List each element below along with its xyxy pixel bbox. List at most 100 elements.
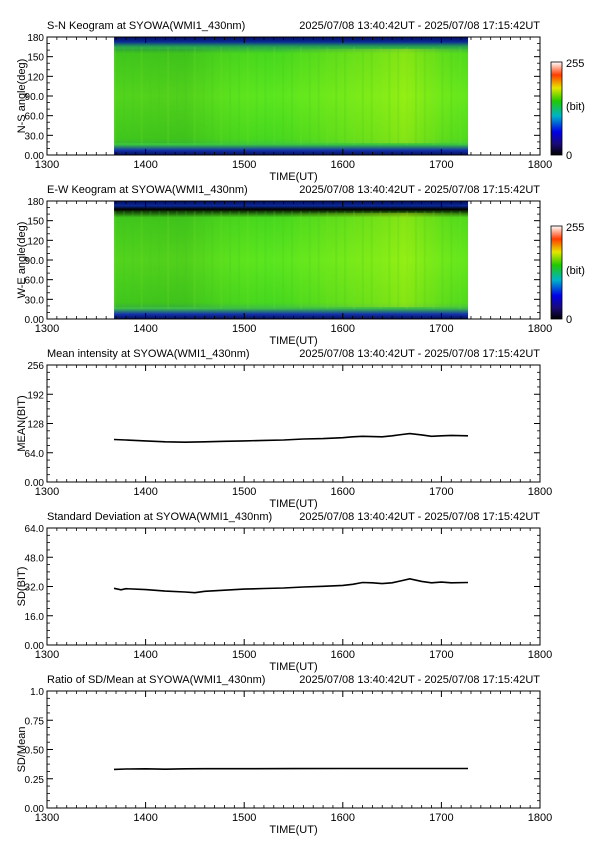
keogram-stripe bbox=[246, 47, 249, 145]
keogram-stripe bbox=[459, 211, 462, 309]
keogram-stripe bbox=[352, 211, 355, 309]
y-tick-label: 180 bbox=[27, 33, 44, 44]
plot-frame bbox=[46, 364, 541, 483]
y-axis-label: MEAN(BIT) bbox=[16, 395, 28, 451]
keogram-stripe bbox=[114, 47, 117, 145]
keogram-stripe bbox=[220, 47, 223, 145]
keogram-stripe bbox=[450, 211, 453, 309]
keogram-stripe bbox=[441, 211, 444, 309]
keogram-stripe bbox=[158, 211, 161, 309]
chart-subtitle: 2025/07/08 13:40:42UT - 2025/07/08 17:15… bbox=[299, 511, 540, 523]
y-tick-label: 0.75 bbox=[25, 716, 45, 727]
keogram-brightness-band bbox=[114, 48, 469, 144]
colorbar-max-label: 255 bbox=[566, 222, 584, 234]
keogram-stripe bbox=[264, 47, 267, 145]
keogram-stripe bbox=[370, 211, 373, 309]
keogram-stripe bbox=[229, 211, 232, 309]
x-tick-label: 1500 bbox=[232, 323, 256, 335]
x-tick-label: 1600 bbox=[331, 486, 355, 498]
y-tick-label: 150 bbox=[27, 217, 44, 228]
series-line bbox=[113, 767, 468, 771]
x-tick-label: 1500 bbox=[232, 812, 256, 824]
x-tick-label: 1800 bbox=[528, 649, 552, 661]
keogram-stripe bbox=[114, 211, 117, 309]
y-tick-label: 90.0 bbox=[25, 92, 45, 103]
keogram-stripe bbox=[414, 211, 417, 309]
keogram-stripe bbox=[406, 47, 409, 145]
keogram-stripe bbox=[432, 47, 435, 145]
chart-subtitle: 2025/07/08 13:40:42UT - 2025/07/08 17:15… bbox=[299, 184, 540, 196]
keogram-stripe bbox=[202, 47, 205, 145]
keogram-stripe bbox=[335, 47, 338, 145]
keogram-stripe bbox=[450, 47, 453, 145]
y-tick-label: 48.0 bbox=[25, 553, 45, 564]
keogram-stripe bbox=[273, 47, 276, 145]
keogram-stripe bbox=[175, 211, 178, 309]
keogram-stripe bbox=[317, 47, 320, 145]
chart-title: Standard Deviation at SYOWA(WMI1_430nm) bbox=[47, 511, 272, 523]
chart-title: E-W Keogram at SYOWA(WMI1_430nm) bbox=[47, 184, 248, 196]
chart-title: Ratio of SD/Mean at SYOWA(WMI1_430nm) bbox=[47, 674, 265, 686]
plot-frame bbox=[46, 527, 541, 646]
chart-title: Mean intensity at SYOWA(WMI1_430nm) bbox=[47, 348, 250, 360]
keogram-stripe bbox=[397, 211, 400, 309]
x-tick-label: 1600 bbox=[331, 323, 355, 335]
keogram-brightness-band bbox=[114, 212, 469, 308]
y-tick-label: 0.00 bbox=[25, 315, 45, 326]
keogram-stripe bbox=[202, 211, 205, 309]
colorbar bbox=[550, 225, 563, 320]
x-tick-label: 1700 bbox=[429, 323, 453, 335]
keogram-stripe bbox=[388, 47, 391, 145]
keogram-stripe bbox=[140, 211, 143, 309]
keogram-stripe bbox=[167, 211, 170, 309]
keogram-stripe bbox=[459, 47, 462, 145]
keogram-stripe bbox=[432, 211, 435, 309]
y-tick-label: 150 bbox=[27, 53, 44, 64]
keogram-stripe bbox=[291, 47, 294, 145]
y-tick-label: 256 bbox=[27, 361, 44, 372]
keogram-stripe bbox=[326, 47, 329, 145]
keogram-stripe bbox=[193, 47, 196, 145]
y-tick-label: 16.0 bbox=[25, 612, 45, 623]
keogram-stripe bbox=[175, 47, 178, 145]
keogram-stripe bbox=[326, 211, 329, 309]
y-tick-label: 60.0 bbox=[25, 112, 45, 123]
keogram-stripe bbox=[149, 211, 152, 309]
keogram-stripe bbox=[131, 211, 134, 309]
chart-panel-5: Ratio of SD/Mean at SYOWA(WMI1_430nm) 202… bbox=[16, 674, 552, 836]
x-tick-label: 1800 bbox=[528, 323, 552, 335]
keogram-stripe bbox=[158, 47, 161, 145]
keogram-stripe bbox=[184, 47, 187, 145]
series-line bbox=[113, 432, 469, 444]
keogram-stripe bbox=[211, 211, 214, 309]
chart-panel-2: E-W Keogram at SYOWA(WMI1_430nm) 2025/07/… bbox=[16, 184, 585, 347]
keogram-stripe bbox=[193, 211, 196, 309]
keogram-stripe bbox=[388, 211, 391, 309]
chart-subtitle: 2025/07/08 13:40:42UT - 2025/07/08 17:15… bbox=[299, 20, 540, 32]
y-tick-label: 120 bbox=[27, 72, 44, 83]
x-tick-label: 1400 bbox=[133, 486, 157, 498]
keogram-stripe bbox=[308, 211, 311, 309]
x-axis-label: TIME(UT) bbox=[269, 335, 317, 347]
keogram-stripe bbox=[237, 211, 240, 309]
keogram-stripe bbox=[149, 47, 152, 145]
keogram-stripe bbox=[229, 47, 232, 145]
x-tick-label: 1500 bbox=[232, 486, 256, 498]
y-axis-label: W-E angle(deg) bbox=[16, 222, 28, 299]
x-axis-label: TIME(UT) bbox=[269, 171, 317, 183]
x-tick-label: 1300 bbox=[35, 486, 59, 498]
keogram-stripe bbox=[131, 47, 134, 145]
chart-panel-1: S-N Keogram at SYOWA(WMI1_430nm) 2025/07/… bbox=[16, 20, 585, 183]
x-axis-label: TIME(UT) bbox=[269, 498, 317, 510]
keogram-stripe bbox=[317, 211, 320, 309]
x-axis-label: TIME(UT) bbox=[269, 661, 317, 673]
x-tick-label: 1400 bbox=[133, 812, 157, 824]
colorbar-min-label: 0 bbox=[566, 314, 572, 326]
chart-panel-4: Standard Deviation at SYOWA(WMI1_430nm) 2… bbox=[16, 511, 552, 673]
keogram-stripe bbox=[423, 47, 426, 145]
x-tick-label: 1500 bbox=[232, 159, 256, 171]
y-axis-label: SD/Mean bbox=[16, 727, 28, 773]
x-tick-label: 1800 bbox=[528, 812, 552, 824]
keogram-stripe bbox=[291, 211, 294, 309]
y-axis-label: N-S angle(deg) bbox=[16, 59, 28, 134]
